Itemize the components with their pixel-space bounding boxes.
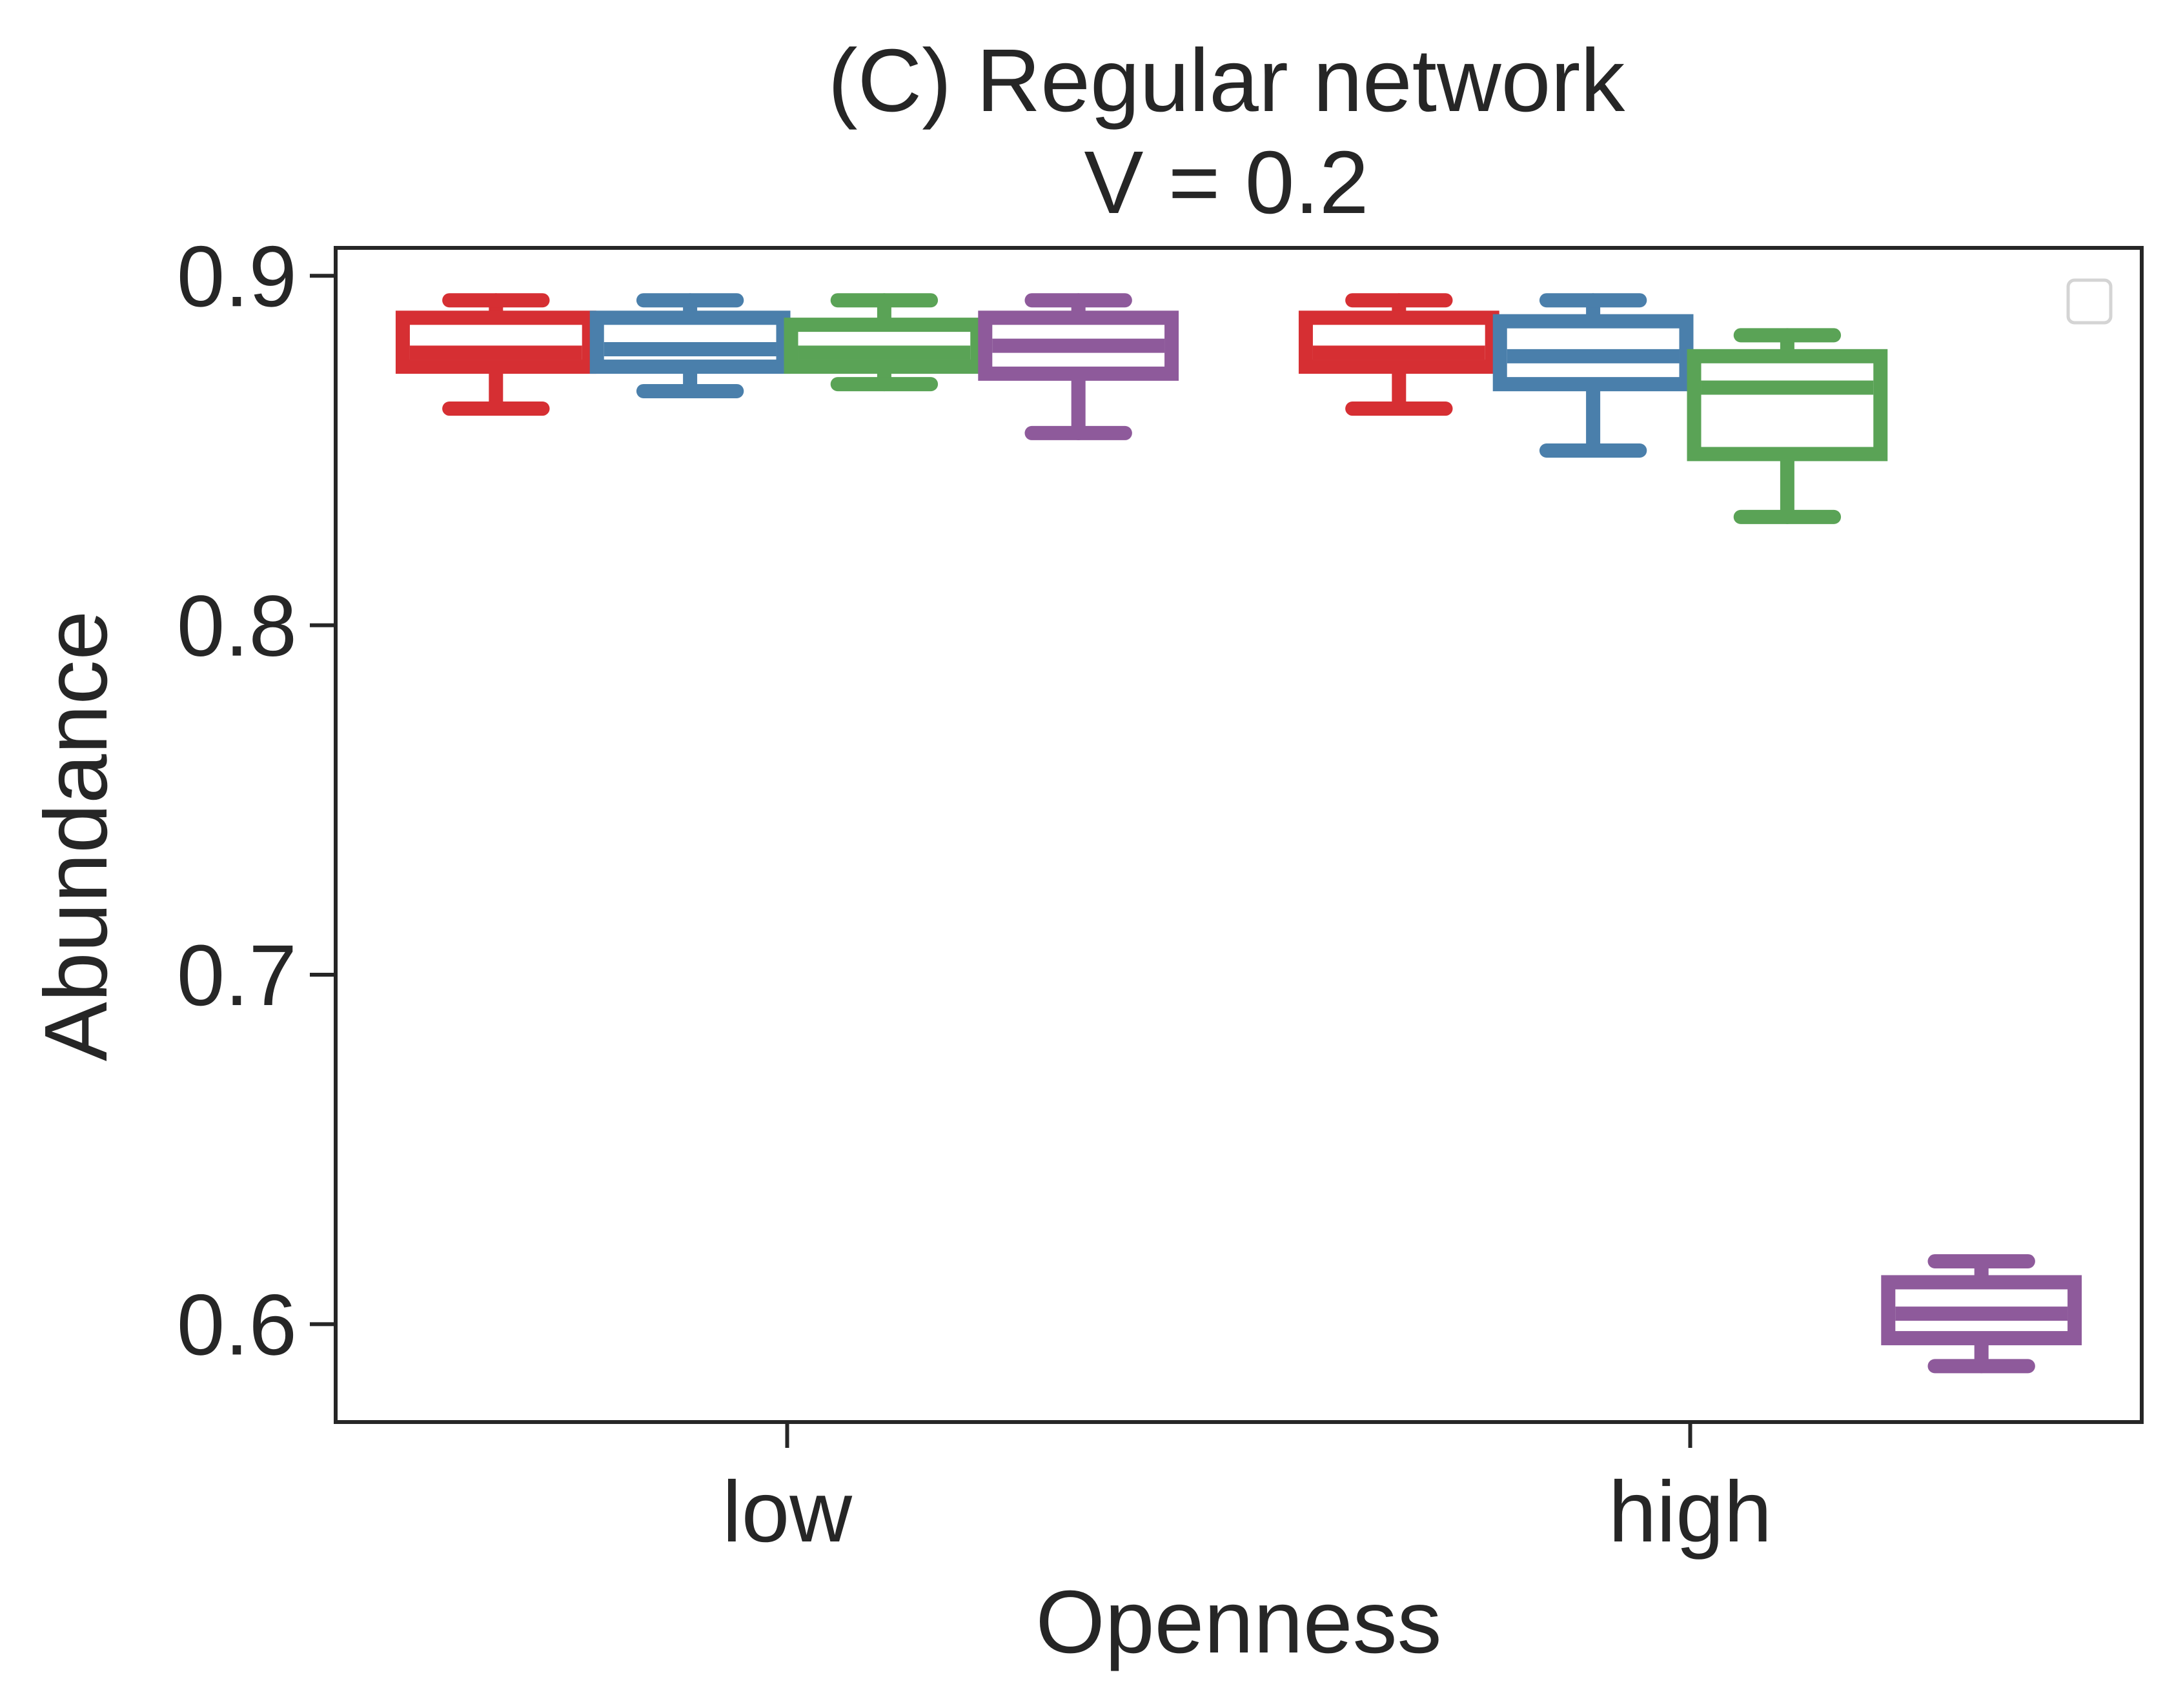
box-high-series-3 bbox=[1687, 328, 1888, 524]
y-tick-label: 0.7 bbox=[177, 928, 297, 1024]
box-high-series-4 bbox=[1881, 1254, 2082, 1374]
x-tick-label-high: high bbox=[1609, 1464, 1772, 1560]
chart-subtitle: V = 0.2 bbox=[1084, 133, 1368, 232]
x-axis-label: Openness bbox=[1035, 1572, 1441, 1672]
y-axis-label: Abundance bbox=[26, 611, 126, 1061]
y-axis: 0.6 0.7 0.8 0.9 bbox=[177, 229, 336, 1373]
y-tick-label: 0.8 bbox=[177, 578, 297, 675]
box-low-series-1 bbox=[395, 293, 596, 416]
box-high-series-1 bbox=[1298, 293, 1499, 416]
chart-title: (C) Regular network bbox=[828, 31, 1626, 130]
box-low-series-4 bbox=[978, 293, 1179, 440]
box-high-series-2 bbox=[1492, 293, 1694, 458]
legend-box bbox=[2066, 278, 2113, 325]
box-iqr bbox=[1687, 349, 1888, 462]
x-axis: low high bbox=[722, 1422, 1772, 1560]
box-low-series-2 bbox=[589, 293, 791, 398]
x-tick-label-low: low bbox=[722, 1464, 853, 1560]
y-tick-label: 0.6 bbox=[177, 1277, 297, 1373]
box-low-series-3 bbox=[784, 293, 985, 392]
box-plot-series bbox=[395, 293, 2082, 1374]
plot-area-frame bbox=[334, 246, 2144, 1424]
y-tick-label: 0.9 bbox=[177, 229, 297, 325]
